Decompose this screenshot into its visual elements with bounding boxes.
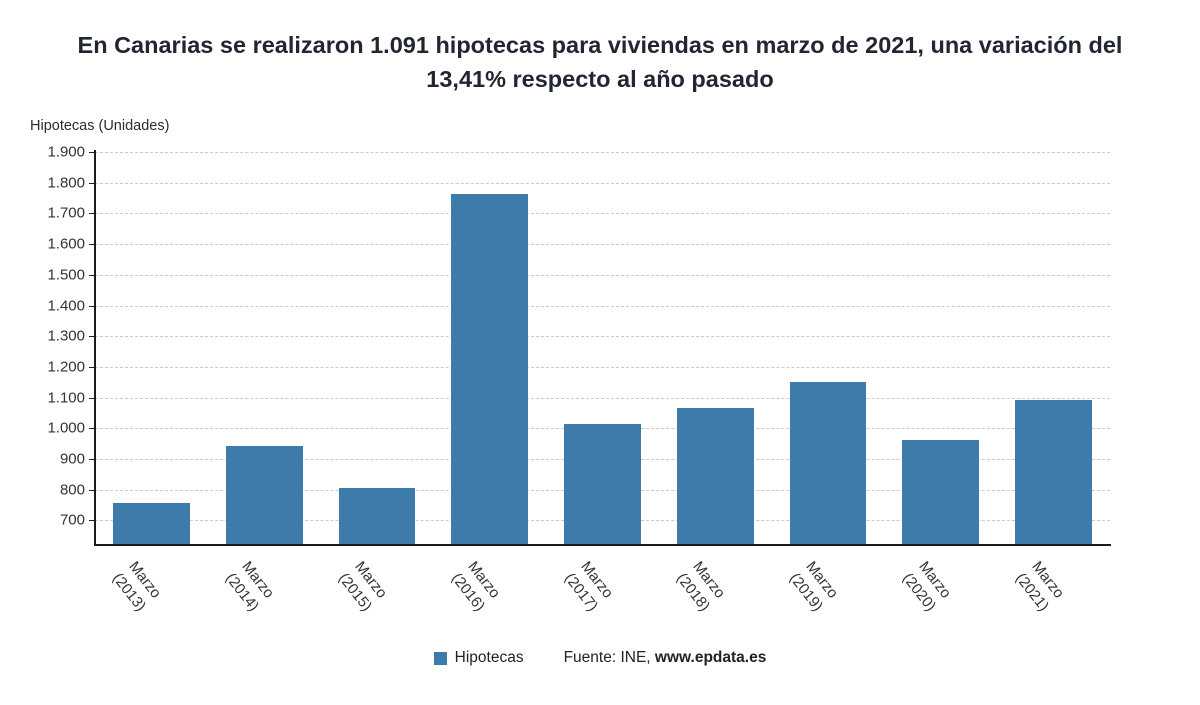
y-tick-mark <box>89 213 95 215</box>
y-tick-label: 1.300 <box>47 327 85 345</box>
bar <box>902 439 980 545</box>
x-tick-label: Marzo (2014) <box>222 558 278 615</box>
x-tick-label: Marzo (2021) <box>1011 558 1067 615</box>
bar <box>676 407 754 545</box>
bar <box>1015 400 1092 545</box>
bar <box>113 502 190 545</box>
y-tick-mark <box>89 336 95 338</box>
y-tick-label: 1.800 <box>47 174 85 192</box>
y-tick-mark <box>89 152 95 153</box>
x-tick-label: Marzo (2016) <box>447 558 504 615</box>
y-tick-label: 1.900 <box>47 143 85 161</box>
legend-swatch <box>433 651 447 665</box>
bar <box>789 382 867 545</box>
x-tick-label: Marzo (2015) <box>334 558 391 615</box>
gridline <box>95 213 1110 215</box>
bar <box>564 424 641 545</box>
y-tick-label: 1.500 <box>47 266 85 284</box>
y-axis-line <box>94 150 96 545</box>
source-prefix: Fuente: INE, <box>563 649 655 666</box>
x-tick-label: Marzo (2017) <box>560 558 616 615</box>
gridline <box>95 366 1110 368</box>
x-tick-label: Marzo (2020) <box>898 558 955 615</box>
gridline <box>95 182 1110 184</box>
y-tick-label: 1.100 <box>47 389 85 407</box>
gridline <box>95 397 1110 399</box>
x-tick-label: Marzo (2018) <box>673 558 729 615</box>
y-tick-label: 1.400 <box>47 297 85 315</box>
y-tick-mark <box>89 428 95 430</box>
source-attribution: Fuente: INE, www.epdata.es <box>564 649 767 667</box>
bar <box>338 487 416 545</box>
bar <box>451 194 529 545</box>
y-tick-label: 900 <box>59 450 85 468</box>
x-axis-line <box>94 544 1111 546</box>
y-tick-mark <box>89 520 95 522</box>
x-tick-label: Marzo (2013) <box>109 558 165 615</box>
legend-item-hipotecas: Hipotecas <box>433 649 524 667</box>
y-tick-label: 700 <box>59 511 85 529</box>
y-tick-mark <box>89 366 95 368</box>
y-tick-mark <box>89 244 95 246</box>
legend-label: Hipotecas <box>454 649 524 666</box>
source-site: www.epdata.es <box>654 649 767 666</box>
bar <box>225 446 303 545</box>
y-tick-mark <box>89 182 95 184</box>
gridline <box>95 305 1110 307</box>
x-tick-label: Marzo (2019) <box>785 558 842 615</box>
y-tick-label: 1.200 <box>47 358 85 376</box>
gridline <box>95 336 1110 338</box>
gridline <box>95 152 1110 153</box>
y-tick-mark <box>89 459 95 461</box>
y-tick-label: 1.600 <box>47 235 85 253</box>
gridline <box>95 244 1110 246</box>
y-tick-mark <box>89 489 95 491</box>
y-tick-mark <box>89 274 95 276</box>
y-tick-mark <box>89 305 95 307</box>
legend-row: Hipotecas Fuente: INE, www.epdata.es <box>0 649 1200 667</box>
gridline <box>95 274 1110 276</box>
chart-title: En Canarias se realizaron 1.091 hipoteca… <box>77 32 1123 93</box>
y-axis-title: Hipotecas (Unidades) <box>30 118 170 134</box>
y-tick-label: 800 <box>59 481 85 499</box>
y-tick-label: 1.700 <box>47 204 85 222</box>
y-tick-label: 1.000 <box>47 419 85 437</box>
y-tick-mark <box>89 397 95 399</box>
